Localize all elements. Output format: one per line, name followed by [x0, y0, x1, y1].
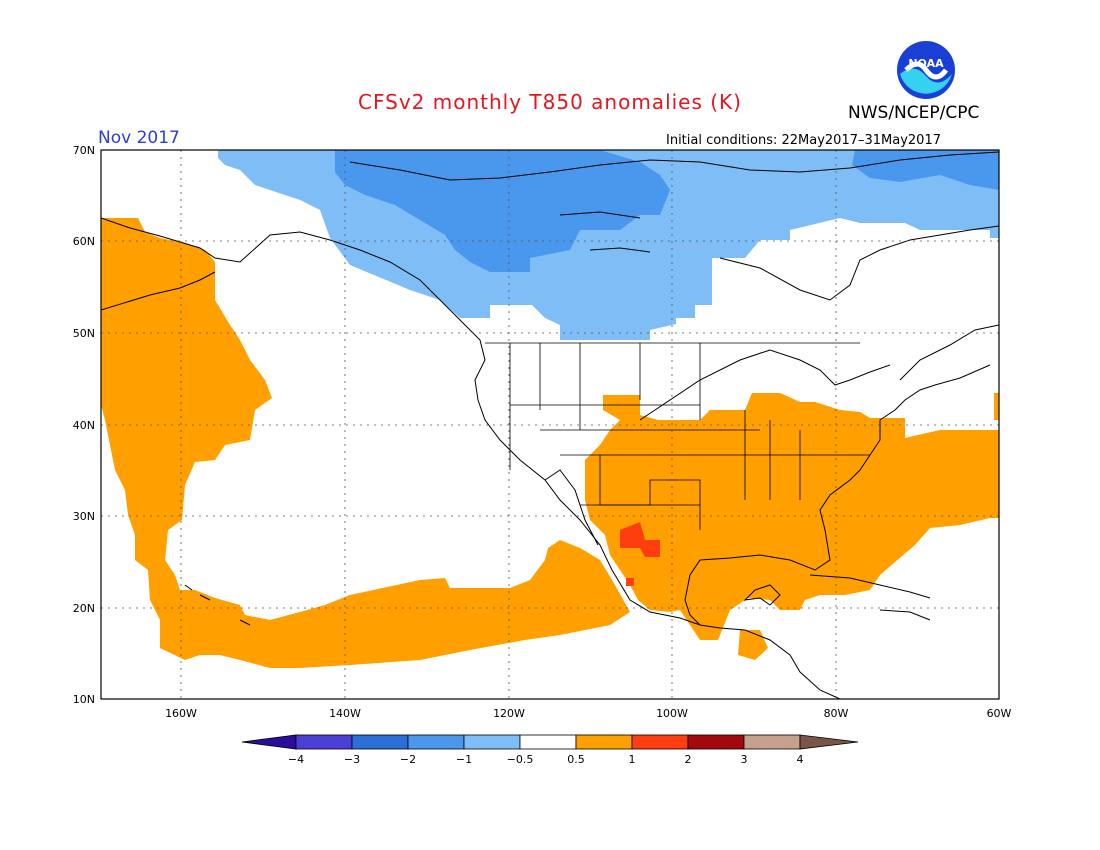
initial-conditions-label: Initial conditions: 22May2017–31May2017	[666, 133, 941, 148]
lon-label: 140W	[329, 707, 361, 720]
lat-label: 60N	[73, 235, 95, 248]
colorbar-box	[295, 734, 353, 750]
colorbar-box	[519, 734, 577, 750]
colorbar-box	[407, 734, 465, 750]
lat-label: 50N	[73, 327, 95, 340]
lon-label: 100W	[656, 707, 688, 720]
colorbar-label: −3	[344, 753, 360, 766]
colorbar-label: 1	[629, 753, 636, 766]
lat-label: 20N	[73, 602, 95, 615]
warm-anomaly-pacific	[101, 218, 630, 668]
political-borders	[485, 342, 870, 530]
colorbar-arrow-right	[799, 734, 859, 750]
hot-anomaly-dot	[626, 578, 634, 586]
cooler-anomaly-region	[335, 150, 670, 272]
colorbar-box	[351, 734, 409, 750]
lon-label: 60W	[987, 707, 1012, 720]
period-label: Nov 2017	[98, 128, 180, 148]
lon-label: 120W	[493, 707, 525, 720]
graticule	[101, 150, 999, 699]
colorbar-label: 3	[741, 753, 748, 766]
lat-label: 40N	[73, 419, 95, 432]
warm-anomaly-central-america	[738, 630, 768, 660]
lon-label: 80W	[824, 707, 849, 720]
lon-label: 160W	[165, 707, 197, 720]
agency-label: NWS/NCEP/CPC	[848, 103, 980, 123]
warm-anomaly-atlantic-edge	[994, 393, 999, 420]
colorbar-box	[743, 734, 801, 750]
colorbar-label: −1	[456, 753, 472, 766]
colorbar-label: −2	[400, 753, 416, 766]
lat-label: 70N	[73, 144, 95, 157]
cooler-anomaly-region-east	[852, 150, 999, 190]
colorbar-label: 4	[797, 753, 804, 766]
hot-anomaly-mexico	[620, 522, 660, 557]
colorbar-box	[463, 734, 521, 750]
map-frame	[100, 149, 1000, 700]
colorbar-arrow-left	[241, 734, 297, 750]
lat-label: 30N	[73, 510, 95, 523]
map-title: CFSv2 monthly T850 anomalies (K)	[358, 90, 742, 114]
colorbar-label: 2	[685, 753, 692, 766]
lat-label: 10N	[73, 693, 95, 706]
coastlines	[101, 151, 999, 699]
colorbar-box	[575, 734, 633, 750]
colorbar-label: −0.5	[507, 753, 534, 766]
colorbar-label: 0.5	[567, 753, 585, 766]
colorbar-box	[631, 734, 689, 750]
noaa-logo: NOAA	[896, 40, 956, 100]
colorbar-label: −4	[288, 753, 304, 766]
colorbar-box	[687, 734, 745, 750]
svg-text:NOAA: NOAA	[908, 57, 944, 70]
